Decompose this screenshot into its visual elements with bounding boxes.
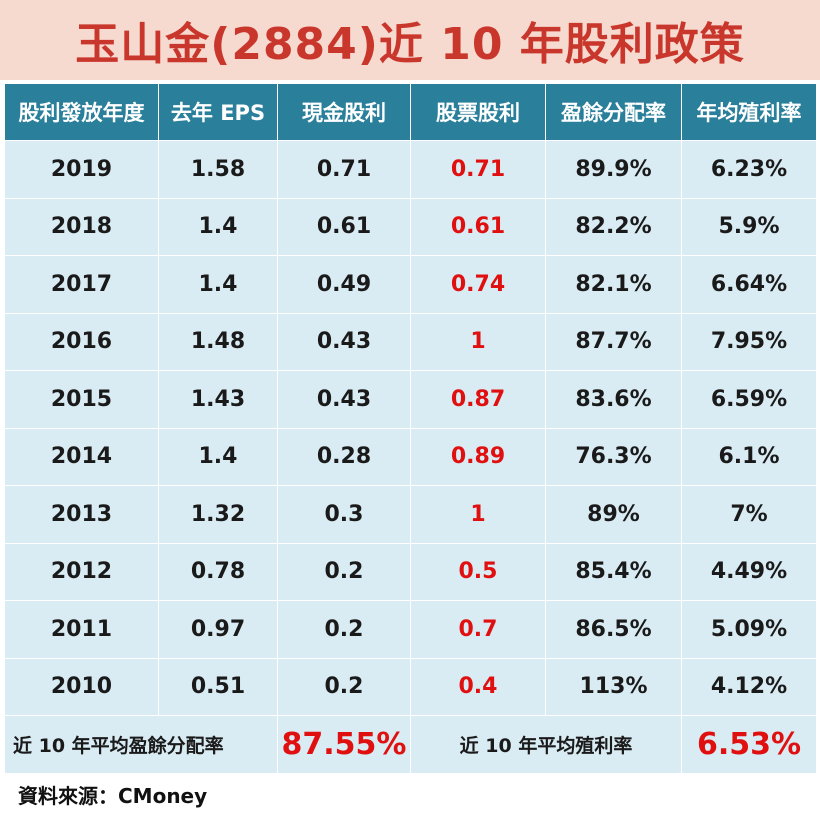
table-row: 2010 0.51 0.2 0.4 113% 4.12%	[4, 657, 817, 716]
cell-payout-ratio: 87.7%	[545, 312, 682, 371]
cell-yield: 7%	[681, 485, 817, 544]
table-row: 2016 1.48 0.43 1 87.7% 7.95%	[4, 312, 817, 371]
table-row: 2014 1.4 0.28 0.89 76.3% 6.1%	[4, 427, 817, 486]
cell-cash-dividend: 0.28	[277, 427, 411, 486]
cell-payout-ratio: 83.6%	[545, 370, 682, 429]
table-row: 2013 1.32 0.3 1 89% 7%	[4, 485, 817, 544]
header-stock-dividend: 股票股利	[410, 83, 546, 141]
cell-year: 2010	[4, 657, 159, 716]
table-row: 2018 1.4 0.61 0.61 82.2% 5.9%	[4, 197, 817, 256]
avg-payout-value: 87.55%	[277, 715, 411, 774]
cell-payout-ratio: 82.1%	[545, 255, 682, 314]
cell-year: 2012	[4, 542, 159, 601]
cell-cash-dividend: 0.3	[277, 485, 411, 544]
cell-yield: 6.59%	[681, 370, 817, 429]
cell-yield: 6.64%	[681, 255, 817, 314]
cell-cash-dividend: 0.43	[277, 370, 411, 429]
cell-stock-dividend: 0.5	[410, 542, 546, 601]
cell-year: 2015	[4, 370, 159, 429]
cell-stock-dividend: 0.7	[410, 600, 546, 659]
cell-cash-dividend: 0.43	[277, 312, 411, 371]
cell-yield: 4.49%	[681, 542, 817, 601]
cell-year: 2014	[4, 427, 159, 486]
header-payout-ratio: 盈餘分配率	[545, 83, 682, 141]
cell-year: 2017	[4, 255, 159, 314]
cell-year: 2018	[4, 197, 159, 256]
header-cash-dividend: 現金股利	[277, 83, 411, 141]
table-row: 2015 1.43 0.43 0.87 83.6% 6.59%	[4, 370, 817, 429]
header-yield: 年均殖利率	[681, 83, 817, 141]
cell-yield: 5.9%	[681, 197, 817, 256]
cell-stock-dividend: 0.4	[410, 657, 546, 716]
cell-stock-dividend: 0.89	[410, 427, 546, 486]
title-banner: 玉山金(2884)近 10 年股利政策	[0, 0, 820, 80]
cell-year: 2013	[4, 485, 159, 544]
cell-payout-ratio: 85.4%	[545, 542, 682, 601]
avg-yield-value: 6.53%	[681, 715, 817, 774]
cell-cash-dividend: 0.71	[277, 140, 411, 199]
cell-cash-dividend: 0.49	[277, 255, 411, 314]
header-row: 股利發放年度 去年 EPS 現金股利 股票股利 盈餘分配率 年均殖利率	[4, 83, 817, 141]
cell-year: 2019	[4, 140, 159, 199]
cell-yield: 4.12%	[681, 657, 817, 716]
cell-stock-dividend: 0.74	[410, 255, 546, 314]
cell-payout-ratio: 89.9%	[545, 140, 682, 199]
cell-eps: 1.32	[158, 485, 278, 544]
cell-yield: 6.23%	[681, 140, 817, 199]
cell-payout-ratio: 86.5%	[545, 600, 682, 659]
cell-eps: 0.97	[158, 600, 278, 659]
header-eps: 去年 EPS	[158, 83, 278, 141]
cell-eps: 1.4	[158, 255, 278, 314]
cell-eps: 0.51	[158, 657, 278, 716]
summary-row: 近 10 年平均盈餘分配率 87.55% 近 10 年平均殖利率 6.53%	[4, 715, 817, 774]
table-row: 2011 0.97 0.2 0.7 86.5% 5.09%	[4, 600, 817, 659]
cell-cash-dividend: 0.2	[277, 600, 411, 659]
cell-yield: 7.95%	[681, 312, 817, 371]
cell-eps: 1.4	[158, 427, 278, 486]
cell-eps: 1.48	[158, 312, 278, 371]
table-row: 2017 1.4 0.49 0.74 82.1% 6.64%	[4, 255, 817, 314]
cell-eps: 1.43	[158, 370, 278, 429]
cell-eps: 0.78	[158, 542, 278, 601]
cell-cash-dividend: 0.61	[277, 197, 411, 256]
avg-payout-label: 近 10 年平均盈餘分配率	[4, 715, 278, 774]
cell-yield: 6.1%	[681, 427, 817, 486]
table-row: 2019 1.58 0.71 0.71 89.9% 6.23%	[4, 140, 817, 199]
cell-cash-dividend: 0.2	[277, 657, 411, 716]
cell-cash-dividend: 0.2	[277, 542, 411, 601]
cell-payout-ratio: 82.2%	[545, 197, 682, 256]
cell-payout-ratio: 76.3%	[545, 427, 682, 486]
source-note: 資料來源：CMoney	[18, 784, 208, 808]
cell-stock-dividend: 1	[410, 312, 546, 371]
cell-payout-ratio: 113%	[545, 657, 682, 716]
dividend-table: 股利發放年度 去年 EPS 現金股利 股票股利 盈餘分配率 年均殖利率 2019…	[4, 83, 817, 774]
cell-stock-dividend: 0.87	[410, 370, 546, 429]
cell-eps: 1.58	[158, 140, 278, 199]
header-year: 股利發放年度	[4, 83, 159, 141]
cell-eps: 1.4	[158, 197, 278, 256]
cell-yield: 5.09%	[681, 600, 817, 659]
page-title: 玉山金(2884)近 10 年股利政策	[75, 19, 745, 70]
table-row: 2012 0.78 0.2 0.5 85.4% 4.49%	[4, 542, 817, 601]
cell-year: 2016	[4, 312, 159, 371]
avg-yield-label: 近 10 年平均殖利率	[410, 715, 682, 774]
cell-year: 2011	[4, 600, 159, 659]
cell-payout-ratio: 89%	[545, 485, 682, 544]
cell-stock-dividend: 0.71	[410, 140, 546, 199]
cell-stock-dividend: 0.61	[410, 197, 546, 256]
cell-stock-dividend: 1	[410, 485, 546, 544]
